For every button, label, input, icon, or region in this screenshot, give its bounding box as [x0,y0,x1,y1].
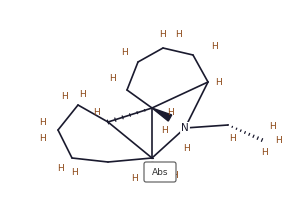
Text: H: H [262,147,268,157]
Text: H: H [268,121,275,131]
Text: H: H [229,134,235,142]
Text: H: H [162,125,168,134]
Text: H: H [275,136,281,144]
Text: H: H [57,164,63,172]
Text: H: H [72,168,78,177]
Text: H: H [132,174,138,183]
Text: H: H [172,170,179,179]
Text: H: H [175,30,181,39]
Text: H: H [215,78,221,86]
FancyBboxPatch shape [144,162,176,182]
Text: H: H [39,134,45,142]
Text: H: H [122,47,128,56]
Text: H: H [183,144,189,153]
Text: H: H [212,41,218,50]
Text: H: H [62,91,68,101]
Text: H: H [167,108,173,116]
Text: Abs: Abs [152,168,168,177]
Text: N: N [181,123,189,133]
Text: H: H [79,90,85,99]
Text: H: H [39,118,45,127]
Text: H: H [157,164,163,172]
Polygon shape [152,108,172,121]
Text: H: H [93,108,99,116]
Text: H: H [109,73,115,82]
Text: H: H [160,30,166,39]
